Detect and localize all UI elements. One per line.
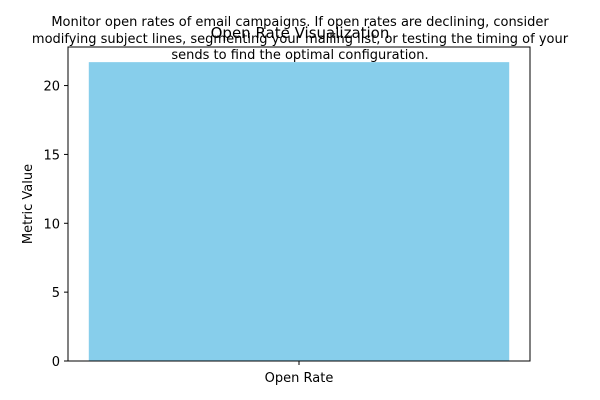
bar-open-rate	[88, 62, 510, 362]
chart-title: Open Rate Visualization	[211, 24, 390, 42]
y-axis-label: Metric Value	[21, 164, 36, 244]
x-axis: Open Rate	[265, 361, 334, 386]
y-tick-label: 0	[52, 355, 60, 370]
annotation-line-1: Monitor open rates of email campaigns. I…	[51, 15, 549, 30]
annotation-line-3: sends to find the optimal configuration.	[171, 48, 428, 63]
y-axis: 0 5 10 15 20	[43, 80, 68, 370]
bar-group	[88, 62, 510, 362]
y-tick-label: 10	[43, 217, 60, 232]
y-tick-label: 20	[43, 80, 60, 95]
annotation-line-2: modifying subject lines, segmenting your…	[32, 32, 569, 47]
y-tick-label: 5	[52, 286, 60, 301]
plot-frame	[67, 46, 531, 362]
y-tick-label: 15	[43, 148, 60, 163]
annotation: Monitor open rates of email campaigns. I…	[32, 15, 569, 63]
x-tick-label: Open Rate	[265, 371, 334, 386]
